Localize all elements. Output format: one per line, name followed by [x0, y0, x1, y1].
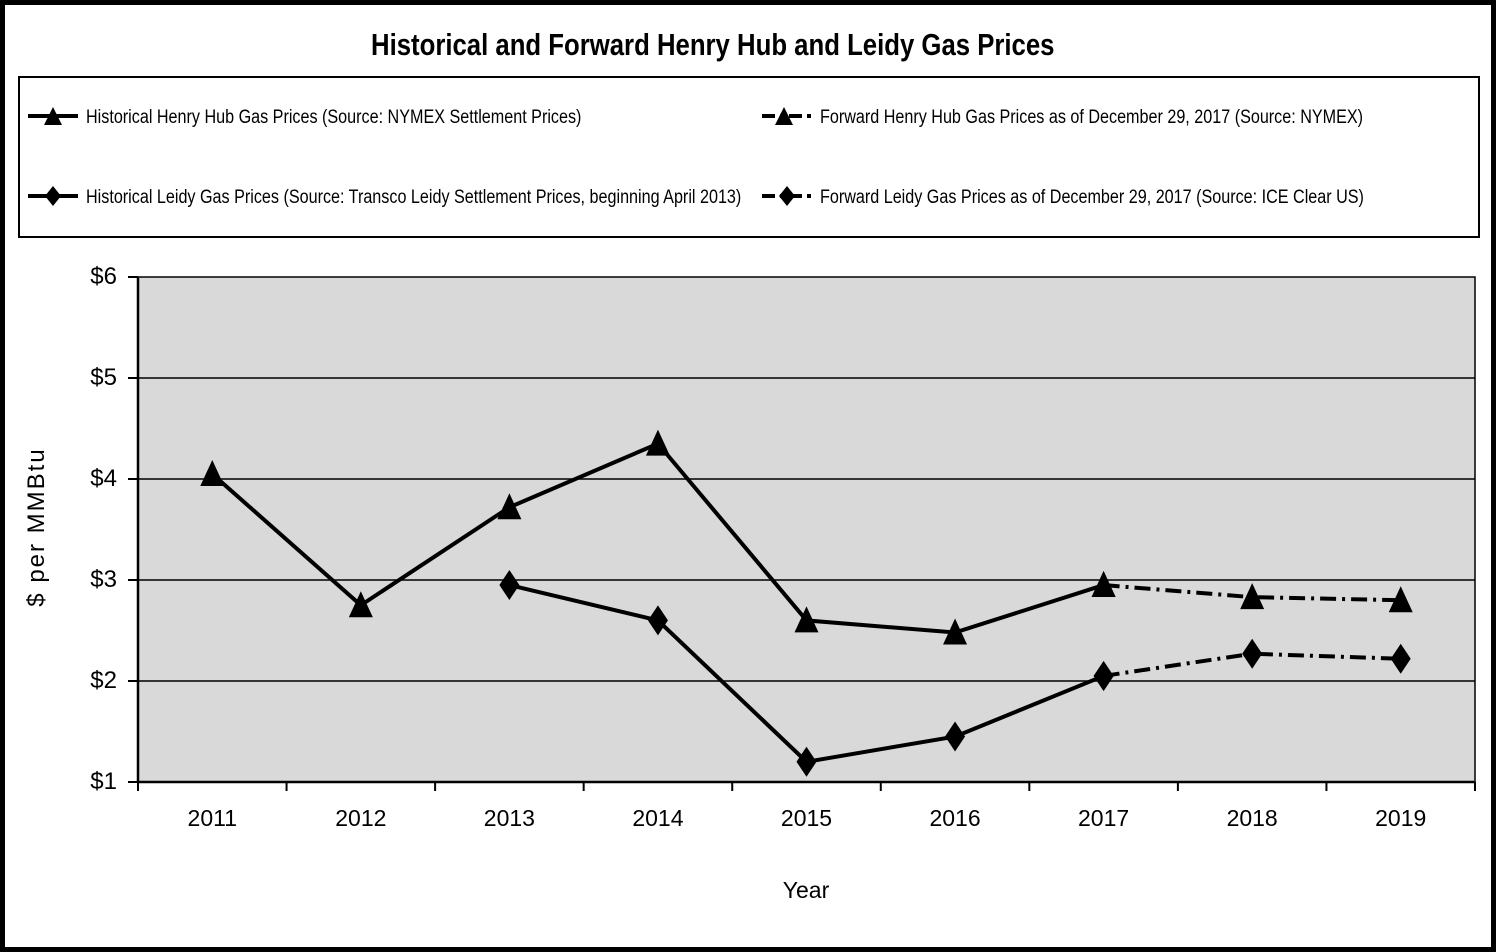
triangle-data-marker [943, 618, 968, 645]
diamond-data-marker [647, 605, 668, 636]
legend-label: Historical Leidy Gas Prices (Source: Tra… [86, 187, 742, 208]
legend-item-forward-henry-hub: Forward Henry Hub Gas Prices as of Decem… [762, 98, 1459, 138]
y-axis-tick-label: $6 [90, 263, 117, 290]
diamond-data-marker [1093, 660, 1114, 691]
legend-label: Forward Henry Hub Gas Prices as of Decem… [820, 107, 1364, 128]
y-axis-tick-label: $3 [90, 566, 117, 593]
triangle-data-marker [497, 493, 522, 520]
series-line [1103, 583, 1401, 603]
y-axis-tick-label: $2 [90, 667, 117, 694]
chart-title: Historical and Forward Henry Hub and Lei… [371, 27, 1055, 62]
y-axis-tick-labels: $1 $2 $3 $4 $5 $6 [5, 5, 117, 947]
plot-background [137, 276, 1476, 783]
diamond-data-marker [1242, 638, 1263, 669]
diamond-data-marker [499, 570, 520, 601]
legend-item-historical-henry-hub: Historical Henry Hub Gas Prices (Source:… [28, 98, 669, 138]
dash-dot-line-diamond-marker-icon [762, 185, 812, 212]
chart-title-container: Historical and Forward Henry Hub and Lei… [5, 27, 1421, 63]
triangle-data-marker [645, 429, 670, 456]
legend-item-historical-leidy: Historical Leidy Gas Prices (Source: Tra… [28, 178, 857, 218]
diamond-data-marker [796, 746, 817, 777]
y-axis-tick-label: $4 [90, 465, 117, 492]
triangle-data-marker [1091, 571, 1116, 598]
line-chart-plot-area [128, 276, 1476, 791]
legend-label: Historical Henry Hub Gas Prices (Source:… [86, 107, 582, 128]
series-line [1103, 651, 1401, 678]
legend-item-forward-leidy: Forward Leidy Gas Prices as of December … [762, 178, 1460, 218]
y-axis-tick-label: $1 [90, 768, 117, 795]
triangle-data-marker [200, 459, 225, 486]
legend-label: Forward Leidy Gas Prices as of December … [820, 187, 1364, 208]
dash-dot-line-triangle-marker-icon [762, 105, 812, 132]
diamond-data-marker [945, 721, 966, 752]
x-axis-title: Year [782, 877, 830, 903]
y-axis-title: $ per MMBtu [23, 447, 50, 607]
legend-box: Historical Henry Hub Gas Prices (Source:… [18, 76, 1480, 238]
triangle-data-marker [794, 606, 819, 633]
triangle-data-marker [1388, 586, 1413, 613]
triangle-data-marker [1240, 583, 1265, 610]
y-axis-tick-label: $5 [90, 364, 117, 391]
triangle-data-marker [348, 591, 373, 618]
diamond-data-marker [1390, 643, 1411, 674]
solid-line-diamond-marker-icon [28, 185, 78, 212]
solid-line-triangle-marker-icon [28, 105, 78, 132]
